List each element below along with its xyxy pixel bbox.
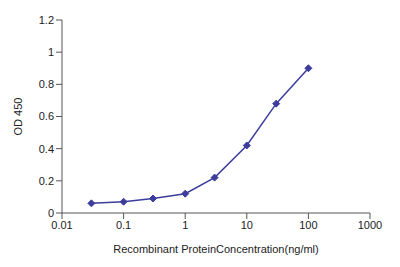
svg-text:0.2: 0.2 <box>39 175 54 187</box>
svg-text:1: 1 <box>48 46 54 58</box>
svg-text:0.1: 0.1 <box>116 219 131 231</box>
svg-text:10: 10 <box>241 219 253 231</box>
svg-text:1: 1 <box>182 219 188 231</box>
svg-text:0.01: 0.01 <box>51 219 72 231</box>
svg-text:100: 100 <box>299 219 317 231</box>
svg-text:1000: 1000 <box>358 219 382 231</box>
svg-text:0.8: 0.8 <box>39 78 54 90</box>
svg-text:0.6: 0.6 <box>39 110 54 122</box>
svg-text:1.2: 1.2 <box>39 14 54 26</box>
svg-text:OD 450: OD 450 <box>12 98 24 136</box>
svg-text:0.4: 0.4 <box>39 143 54 155</box>
svg-text:Recombinant ProteinConcentrati: Recombinant ProteinConcentration(ng/ml) <box>113 243 318 255</box>
svg-text:0: 0 <box>48 207 54 219</box>
